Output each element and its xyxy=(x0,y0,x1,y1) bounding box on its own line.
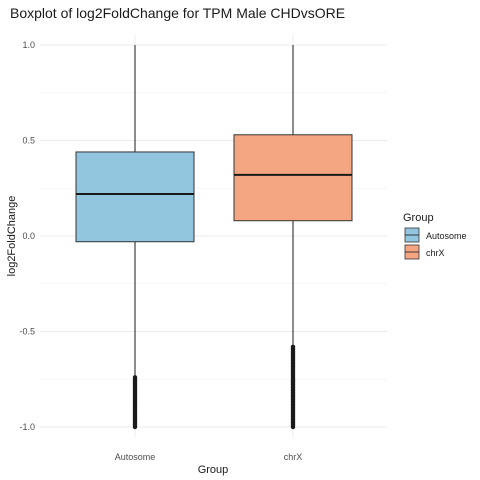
y-tick-label: 0.5 xyxy=(22,136,35,146)
y-tick-label: -0.5 xyxy=(19,327,35,337)
box-body xyxy=(75,151,195,243)
y-axis-ticks: -1.0 -0.5 0.0 0.5 1.0 xyxy=(19,40,35,432)
box-chrx xyxy=(233,45,353,430)
x-tick-label: chrX xyxy=(284,452,303,462)
y-tick-label: -1.0 xyxy=(19,422,35,432)
outlier-point xyxy=(290,344,296,349)
outlier-point xyxy=(132,375,138,380)
legend-title: Group xyxy=(403,212,434,224)
legend-label: chrX xyxy=(426,248,445,258)
legend-key-autosome: Autosome xyxy=(404,227,467,243)
chart-title: Boxplot of log2FoldChange for TPM Male C… xyxy=(10,5,345,21)
box-body xyxy=(233,134,353,222)
box-autosome xyxy=(75,45,195,430)
x-axis-title: Group xyxy=(198,464,229,476)
y-tick-label: 1.0 xyxy=(22,40,35,50)
boxes xyxy=(75,45,353,430)
legend-key-chrx: chrX xyxy=(404,244,445,260)
x-tick-label: Autosome xyxy=(115,452,156,462)
y-tick-label: 0.0 xyxy=(22,231,35,241)
x-axis-ticks: Autosome chrX xyxy=(115,452,303,462)
legend: Group Autosome chrX xyxy=(403,212,467,260)
legend-label: Autosome xyxy=(426,231,467,241)
y-axis-title: log2FoldChange xyxy=(6,196,18,277)
